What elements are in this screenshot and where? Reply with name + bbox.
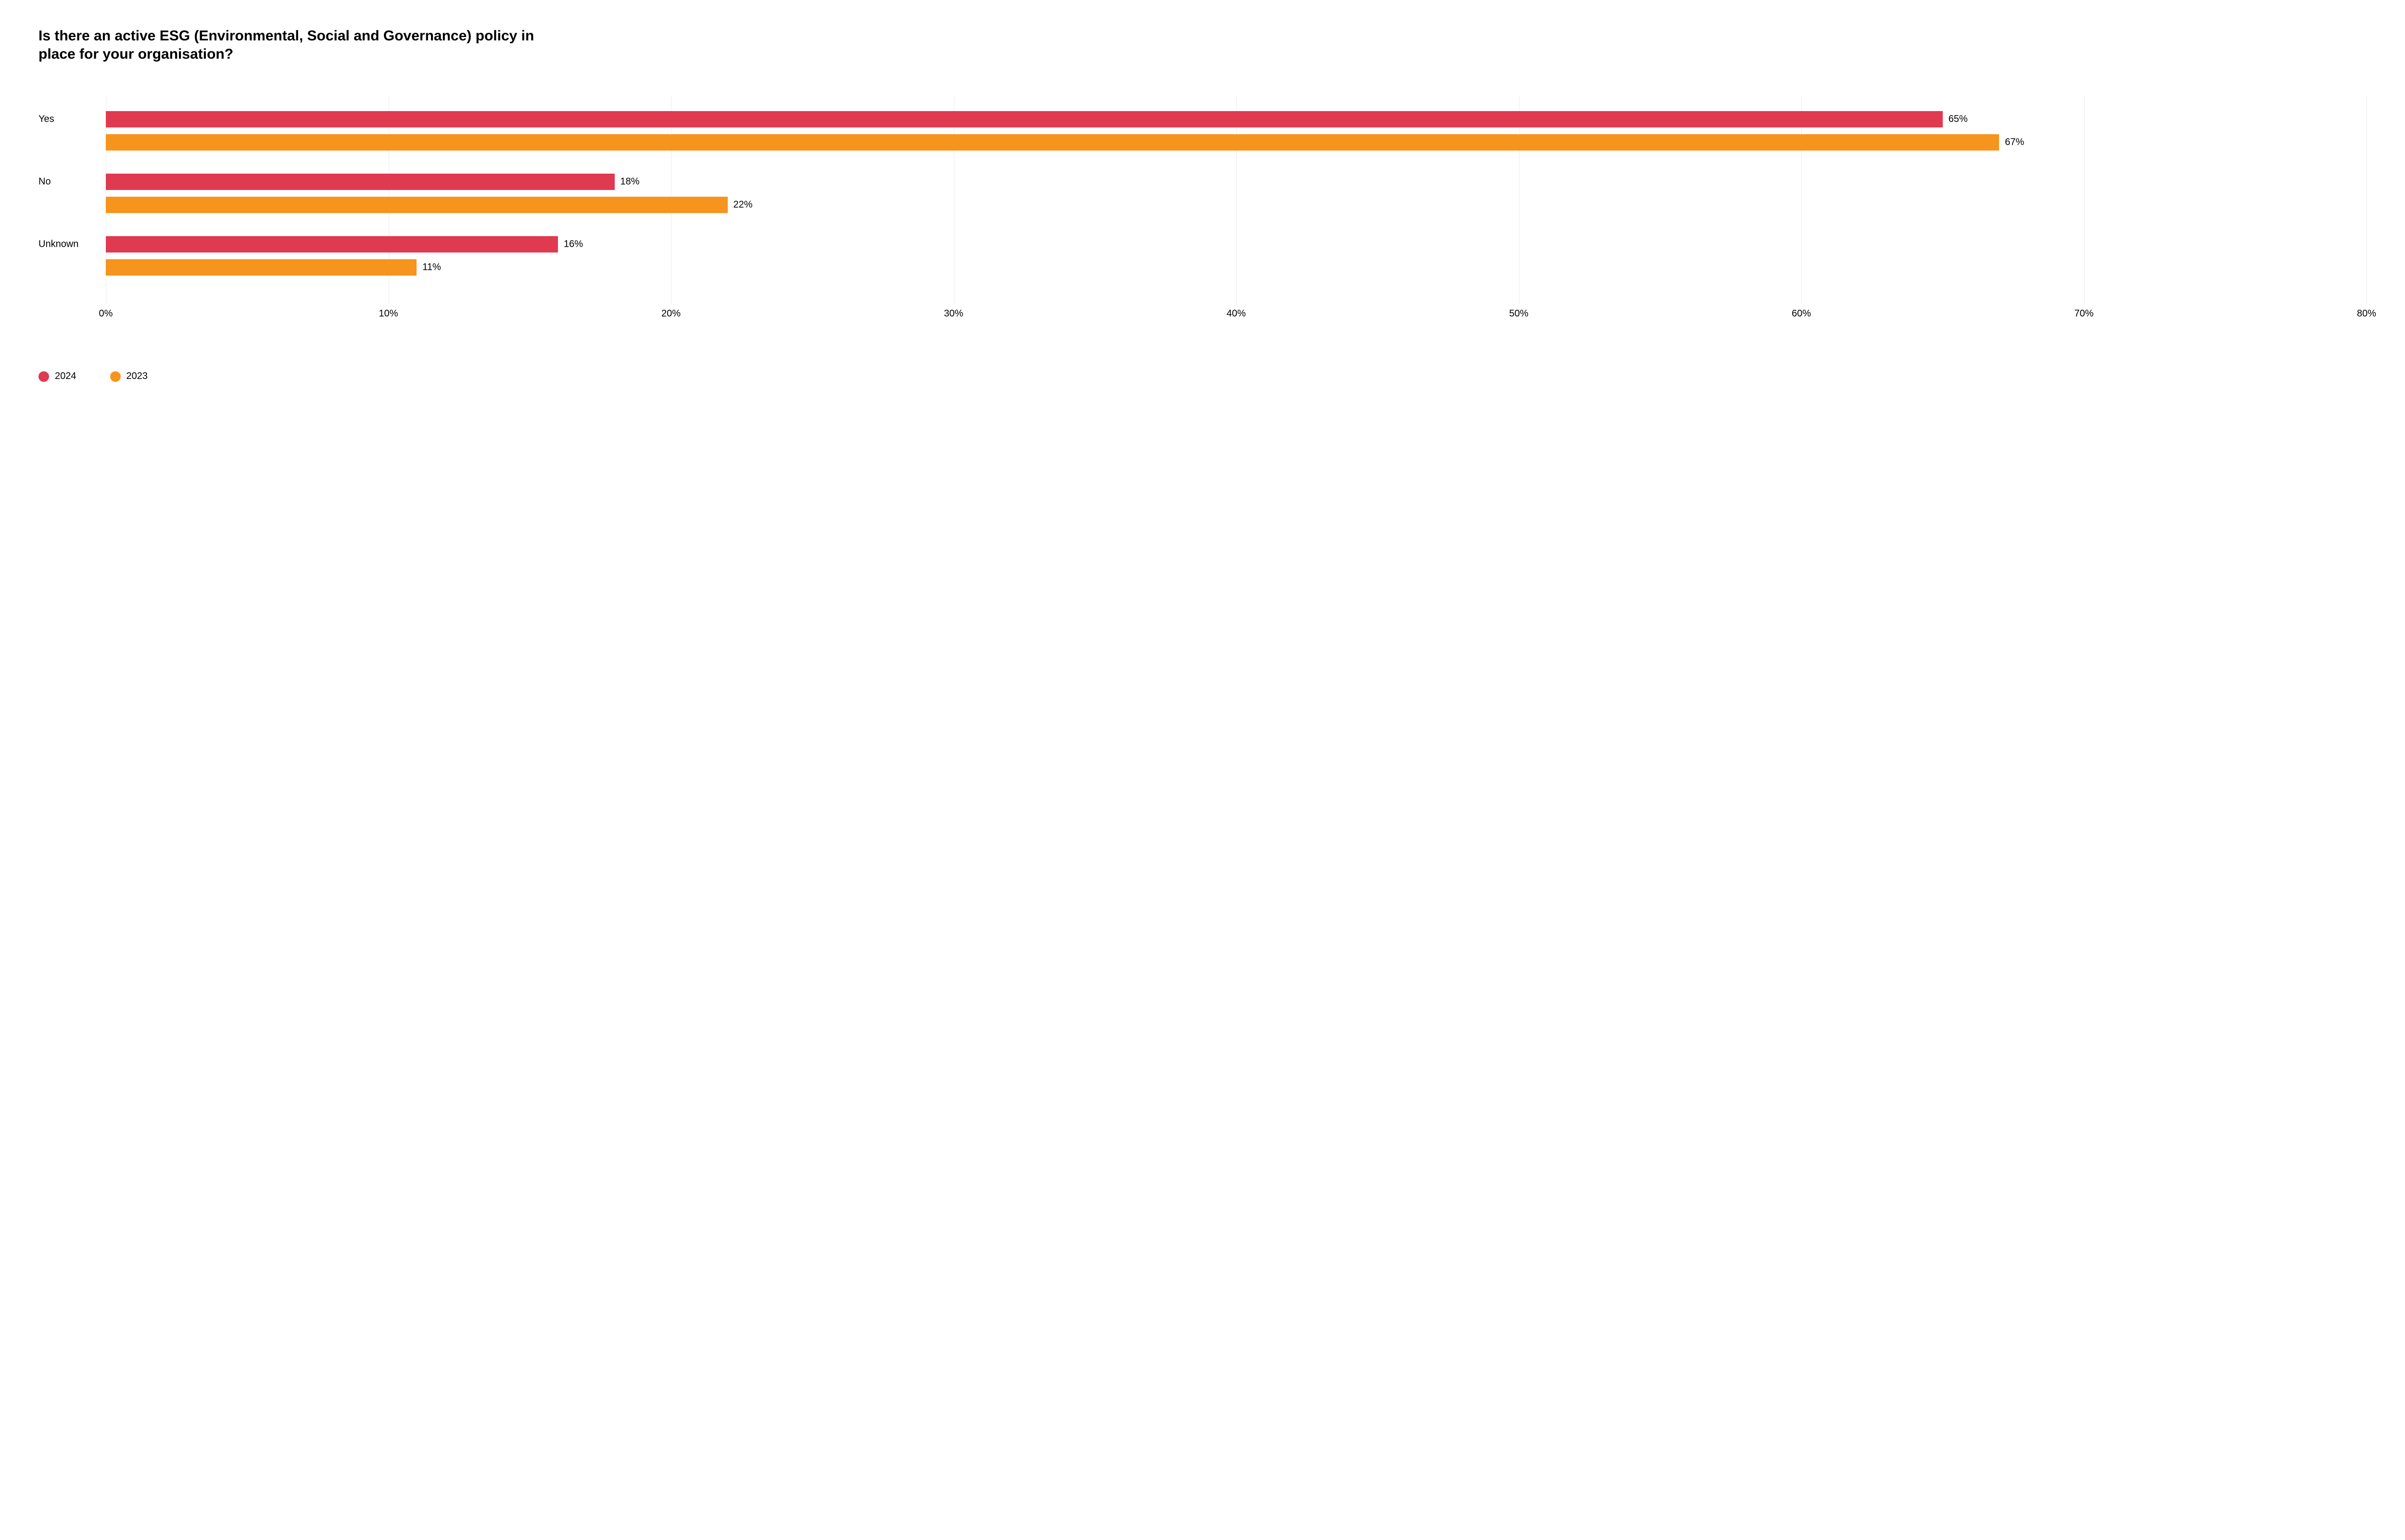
x-tick-label: 10% <box>379 308 398 319</box>
y-axis-label: No <box>38 177 101 188</box>
x-tick-label: 30% <box>944 308 963 319</box>
bar-value-label: 22% <box>734 200 753 211</box>
legend-item: 2023 <box>110 371 148 382</box>
chart-title: Is there an active ESG (Environmental, S… <box>38 27 568 63</box>
x-tick-label: 60% <box>1792 308 1811 319</box>
y-axis-label: Unknown <box>38 239 101 250</box>
bar-value-label: 18% <box>620 177 640 188</box>
bar-value-label: 16% <box>564 239 583 250</box>
x-tick-label: 70% <box>2074 308 2093 319</box>
x-tick-label: 50% <box>1509 308 1528 319</box>
legend-label: 2024 <box>55 371 76 382</box>
x-tick-label: 20% <box>661 308 681 319</box>
bar <box>106 236 558 252</box>
bar <box>106 111 1943 127</box>
bar <box>106 134 1999 151</box>
legend-dot-icon <box>110 371 121 382</box>
bar <box>106 197 728 213</box>
legend-label: 2023 <box>127 371 148 382</box>
grid-line <box>1236 97 1237 303</box>
x-tick-label: 0% <box>99 308 113 319</box>
bar-value-label: 11% <box>422 262 441 273</box>
legend-item: 2024 <box>38 371 76 382</box>
x-tick-label: 80% <box>2357 308 2376 319</box>
chart-body: 65% 67% 18% 22% 16% 11% 0% 10% 20% 30% 40% 50% 60% 7… <box>38 97 2367 328</box>
x-tick-label: 40% <box>1227 308 1246 319</box>
x-axis-labels: 0%10%20%30%40%50%60%70%80% <box>106 308 2367 328</box>
bar <box>106 259 417 276</box>
bar-value-label: 67% <box>2005 137 2024 148</box>
chart-container: Is there an active ESG (Environmental, S… <box>0 0 2405 401</box>
grid-line <box>2084 97 2085 303</box>
y-axis-label: Yes <box>38 114 101 125</box>
chart-legend: 2024 2023 <box>38 371 2367 382</box>
chart-plot-area: 65% 67% 18% 22% 16% 11% <box>106 97 2367 303</box>
grid-line <box>1801 97 1802 303</box>
bar <box>106 174 615 190</box>
bar-value-label: 65% <box>1949 114 1968 125</box>
legend-dot-icon <box>38 371 49 382</box>
